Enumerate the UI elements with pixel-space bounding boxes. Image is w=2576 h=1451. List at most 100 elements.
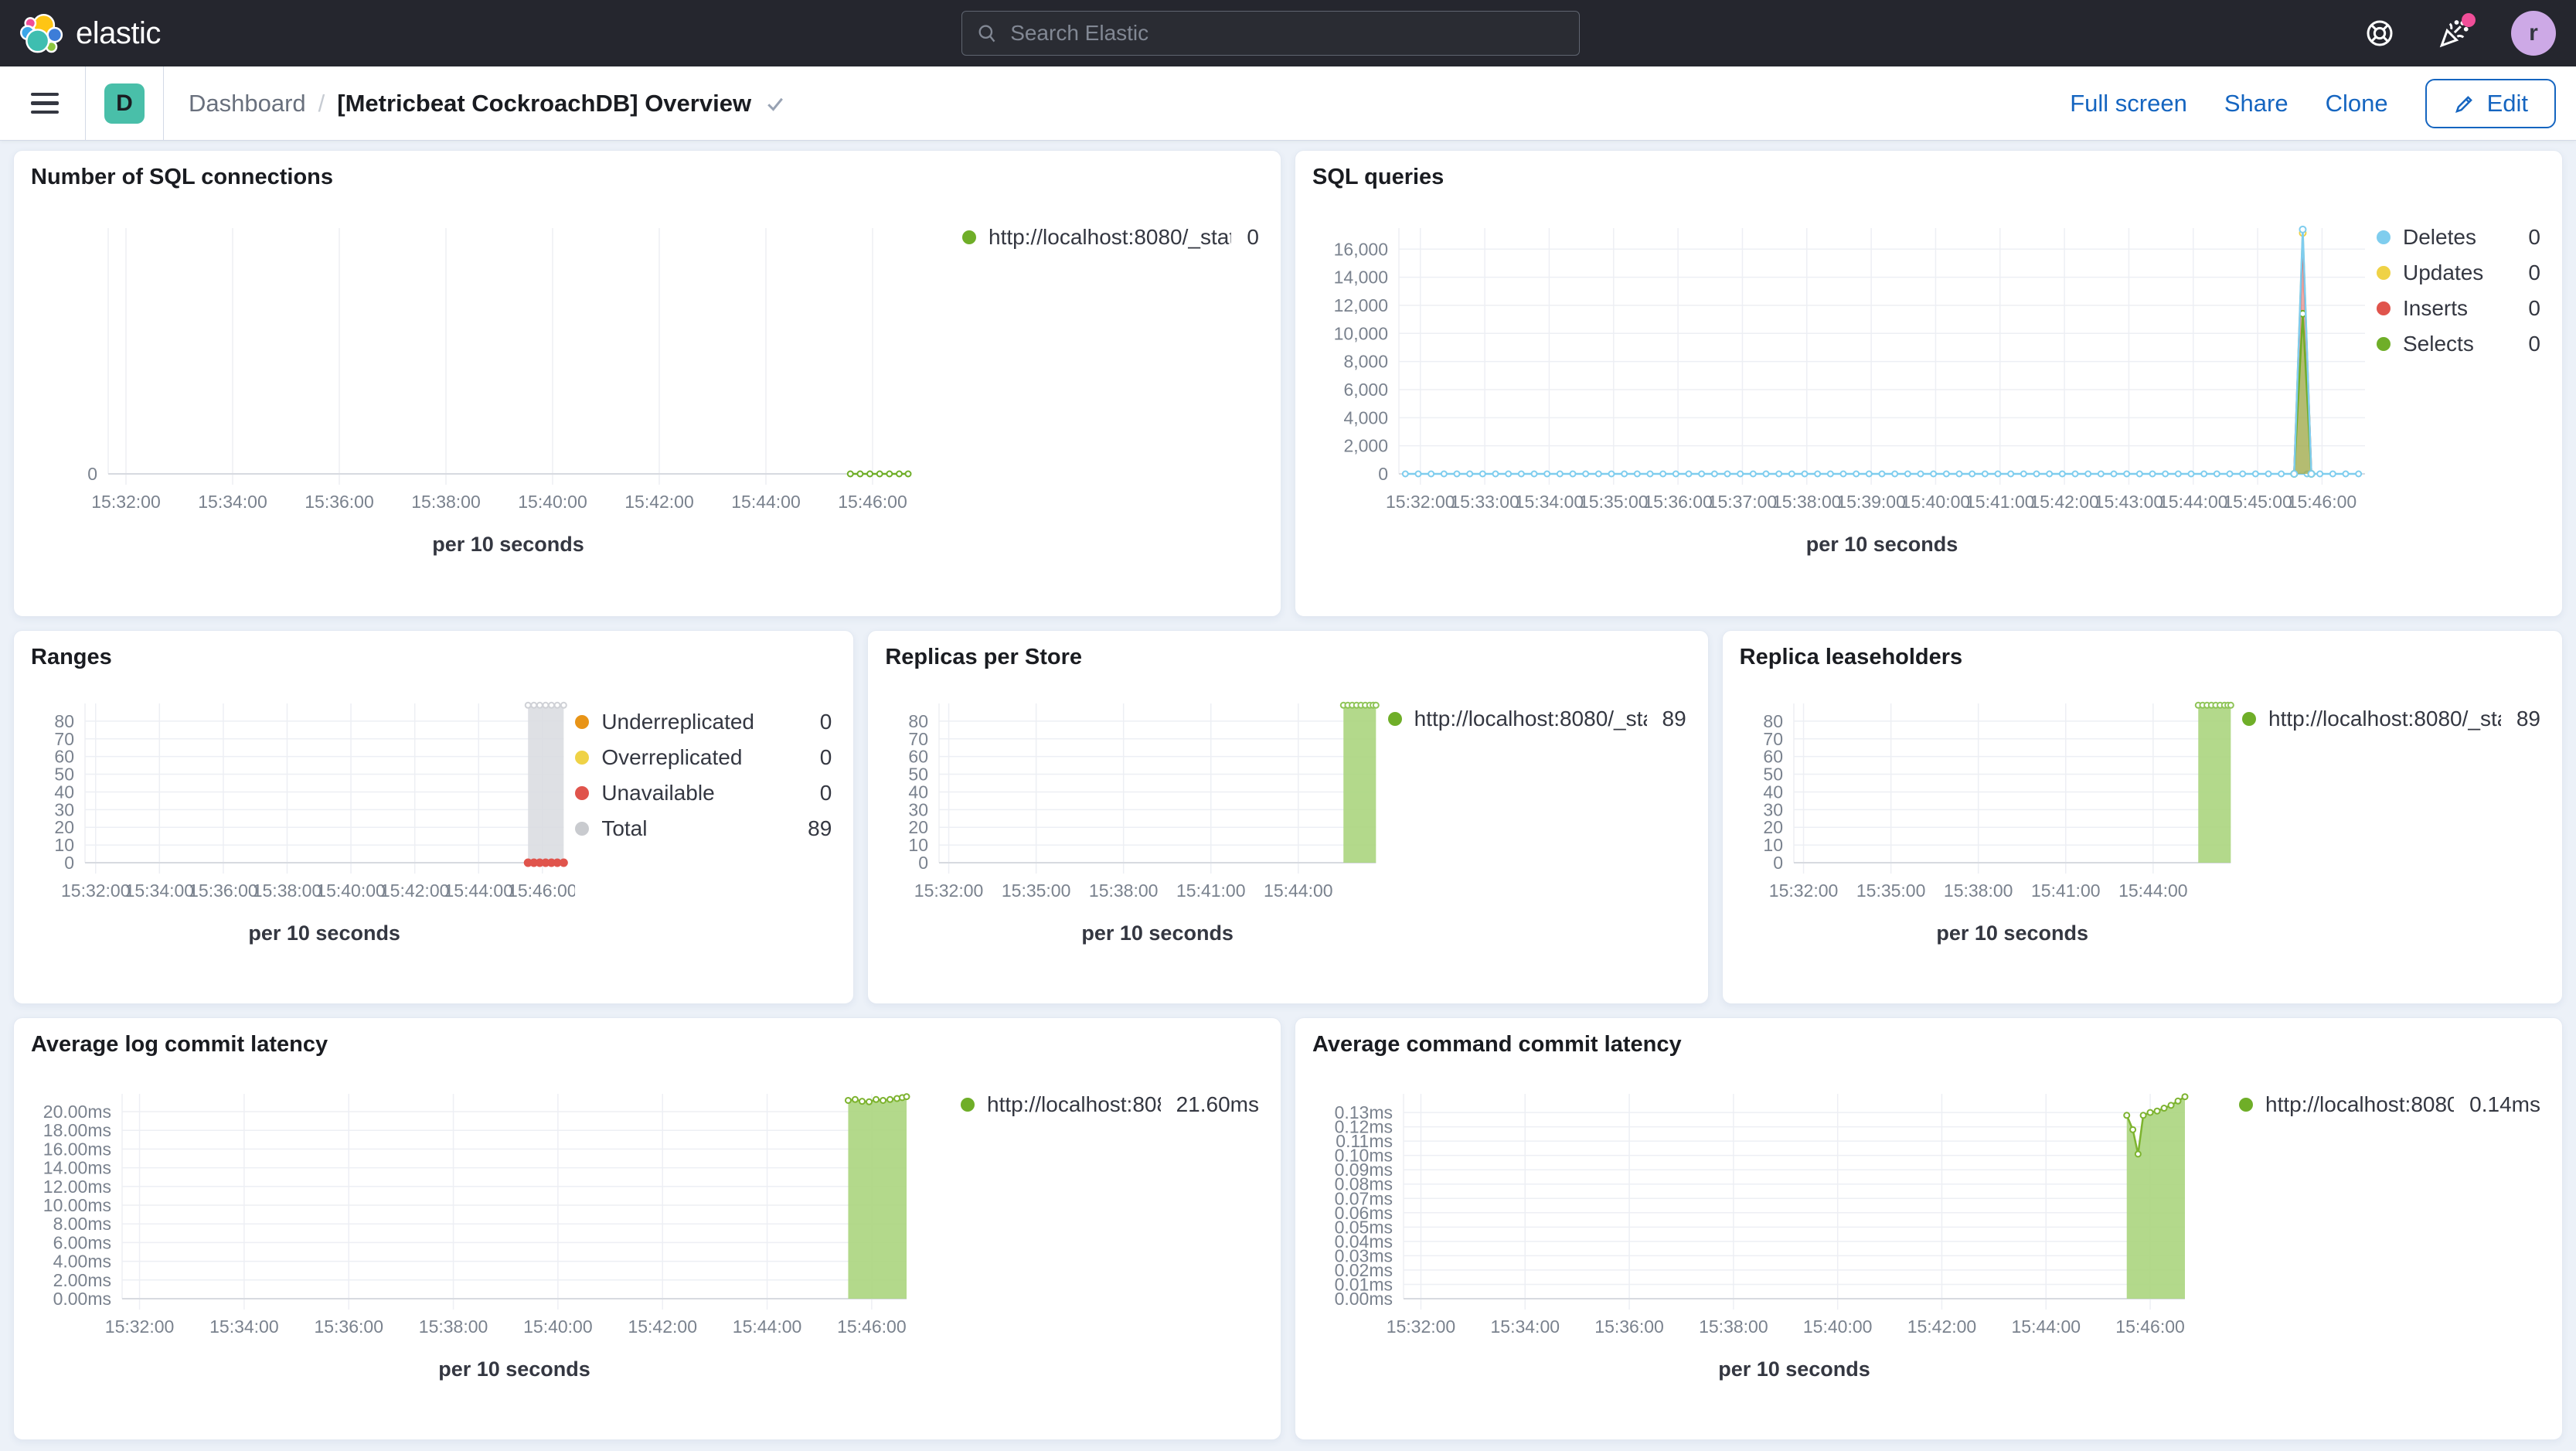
panel-title: Replica leaseholders	[1739, 645, 1963, 669]
svg-text:15:38:00: 15:38:00	[419, 1316, 488, 1337]
legend-item[interactable]: http://localhost:808... 21.60ms	[961, 1092, 1259, 1117]
legend-swatch-icon	[575, 715, 590, 729]
svg-text:15:32:00: 15:32:00	[61, 880, 131, 901]
svg-text:0: 0	[1773, 853, 1783, 873]
svg-text:15:40:00: 15:40:00	[316, 880, 386, 901]
global-search[interactable]	[961, 11, 1580, 56]
svg-text:15:35:00: 15:35:00	[1856, 880, 1926, 901]
svg-text:15:38:00: 15:38:00	[1772, 492, 1842, 512]
svg-text:80: 80	[54, 711, 74, 731]
panel-replica-leaseholders: Replica leaseholders 0 10 20 30 40 50 60 70 80 15:…	[1721, 630, 2563, 1004]
pencil-icon	[2455, 95, 2472, 113]
legend-label: Underreplicated	[601, 710, 754, 734]
panel-body: 0 2,000 4,000 6,000 8,000 10,000 12,000 14,000 1…	[1312, 196, 2545, 605]
legend-value: 0	[2528, 261, 2540, 284]
svg-text:15:44:00: 15:44:00	[2159, 492, 2228, 512]
legend-item[interactable]: http://localhost:8080/_sta... 89	[1387, 707, 1686, 731]
legend-item[interactable]: Deletes 0	[2377, 225, 2540, 250]
legend-item[interactable]: Inserts 0	[2377, 296, 2540, 321]
svg-text:40: 40	[54, 782, 74, 802]
svg-text:15:32:00: 15:32:00	[1386, 492, 1455, 512]
svg-text:per 10 seconds: per 10 seconds	[432, 533, 584, 556]
svg-text:80: 80	[909, 711, 929, 731]
svg-text:15:34:00: 15:34:00	[198, 492, 267, 512]
legend-swatch-icon	[575, 822, 590, 836]
svg-text:70: 70	[909, 729, 929, 749]
panel-avg-command-commit-latency: Average command commit latency 0.00ms 0.01…	[1295, 1017, 2563, 1440]
svg-text:per 10 seconds: per 10 seconds	[248, 921, 400, 945]
legend-value: 0.14ms	[2469, 1092, 2540, 1116]
legend-item[interactable]: Selects 0	[2377, 332, 2540, 356]
legend-swatch-icon	[1387, 712, 1402, 726]
chart-sql-connections[interactable]: 0 15:32:00 15:34:00 15:36:00 15:38:00 15:40:0…	[31, 196, 962, 582]
svg-text:40: 40	[909, 782, 929, 802]
svg-text:per 10 seconds: per 10 seconds	[1806, 533, 1958, 556]
elastic-logo-icon	[20, 13, 63, 53]
svg-text:15:42:00: 15:42:00	[380, 880, 450, 901]
svg-text:14,000: 14,000	[1334, 267, 1388, 288]
legend-item[interactable]: Unavailable 0	[575, 781, 832, 806]
svg-text:0.12ms: 0.12ms	[1335, 1117, 1393, 1137]
svg-text:0.08ms: 0.08ms	[1335, 1174, 1393, 1194]
svg-text:15:44:00: 15:44:00	[2118, 880, 2188, 901]
legend-item[interactable]: Overreplicated 0	[575, 745, 832, 770]
svg-text:per 10 seconds: per 10 seconds	[1718, 1357, 1870, 1381]
svg-text:0.02ms: 0.02ms	[1335, 1260, 1393, 1280]
check-icon	[767, 97, 783, 111]
user-avatar[interactable]: r	[2511, 11, 2556, 56]
legend-swatch-icon	[962, 230, 976, 244]
menu-button[interactable]	[23, 85, 66, 122]
legend-item[interactable]: Underreplicated 0	[575, 710, 832, 734]
panel-body: 0.00ms 0.01ms 0.02ms 0.03ms 0.04ms 0.05ms 0.06…	[1312, 1063, 2545, 1429]
legend-swatch-icon	[2377, 337, 2391, 351]
svg-text:15:36:00: 15:36:00	[1643, 492, 1713, 512]
legend-item[interactable]: http://localhost:8080... 0.14ms	[2239, 1092, 2540, 1117]
chart-avg-command-commit-latency[interactable]: 0.00ms0.01ms0.02ms0.03ms0.04ms0.05ms0.06…	[1312, 1063, 2239, 1407]
svg-text:50: 50	[54, 765, 74, 785]
legend-item[interactable]: Total 89	[575, 816, 832, 841]
divider	[85, 66, 86, 140]
legend-value: 0	[2528, 296, 2540, 320]
panel-title: SQL queries	[1312, 165, 1445, 189]
elastic-brand[interactable]: elastic	[0, 12, 161, 55]
legend-label: http://localhost:8080/_stat...	[989, 225, 1232, 249]
legend-item[interactable]: http://localhost:8080/_sta... 89	[2242, 707, 2540, 731]
full-screen-button[interactable]: Full screen	[2070, 89, 2187, 117]
svg-text:4.00ms: 4.00ms	[53, 1252, 111, 1272]
svg-text:15:44:00: 15:44:00	[2012, 1316, 2081, 1337]
legend-label: Total	[601, 816, 648, 840]
chart-avg-log-commit-latency[interactable]: 0.00ms2.00ms4.00ms6.00ms8.00ms10.00ms12.…	[31, 1063, 961, 1407]
svg-text:0.03ms: 0.03ms	[1335, 1245, 1393, 1265]
legend-label: Inserts	[2403, 296, 2469, 320]
svg-text:18.00ms: 18.00ms	[43, 1120, 111, 1140]
clone-button[interactable]: Clone	[2325, 89, 2388, 117]
svg-text:15:46:00: 15:46:00	[837, 1316, 907, 1337]
share-button[interactable]: Share	[2224, 89, 2288, 117]
svg-text:15:43:00: 15:43:00	[2094, 492, 2164, 512]
legend-item[interactable]: Updates 0	[2377, 261, 2540, 285]
svg-text:15:36:00: 15:36:00	[314, 1316, 383, 1337]
svg-text:20: 20	[54, 817, 74, 837]
svg-text:10: 10	[54, 835, 74, 855]
search-input[interactable]	[1009, 20, 1565, 46]
svg-text:30: 30	[54, 799, 74, 819]
legend-label: Unavailable	[601, 781, 715, 805]
legend-item[interactable]: http://localhost:8080/_stat... 0	[962, 225, 1259, 250]
news-button[interactable]	[2437, 13, 2476, 50]
chart-legend: http://localhost:8080/_sta... 89	[1387, 676, 1691, 731]
space-switcher[interactable]: D	[104, 83, 145, 124]
edit-button[interactable]: Edit	[2425, 78, 2556, 128]
svg-text:4,000: 4,000	[1343, 407, 1388, 427]
legend-swatch-icon	[2377, 266, 2391, 280]
svg-text:2,000: 2,000	[1343, 436, 1388, 456]
panel-body: 0 10 20 30 40 50 60 70 80 15:32:00 15:35:00 15:38:0…	[1740, 676, 2545, 993]
svg-text:15:44:00: 15:44:00	[444, 880, 513, 901]
breadcrumb-dashboard-link[interactable]: Dashboard	[189, 89, 306, 117]
legend-value: 89	[2516, 707, 2540, 731]
chart-sql-queries[interactable]: 0 2,000 4,000 6,000 8,000 10,000 12,000 14,000 1…	[1312, 196, 2377, 582]
panel-body: 0 15:32:00 15:34:00 15:36:00 15:38:00 15:40:0…	[31, 196, 1264, 605]
help-button[interactable]	[2363, 16, 2397, 50]
